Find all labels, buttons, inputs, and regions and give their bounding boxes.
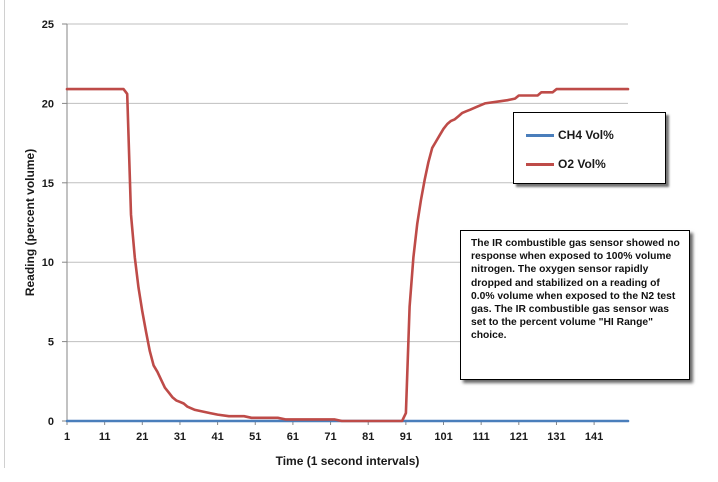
x-tick-label: 81 (362, 431, 374, 443)
x-tick-label: 61 (287, 431, 299, 443)
legend-swatch-ch4 (526, 133, 554, 137)
legend-item-ch4: CH4 Vol% (526, 127, 614, 143)
x-tick-label: 31 (174, 431, 186, 443)
y-tick-label: 10 (42, 257, 54, 269)
x-tick-label: 21 (136, 431, 148, 443)
annotation-box: The IR combustible gas sensor showed no … (460, 230, 690, 380)
y-tick-label: 0 (48, 416, 54, 428)
y-tick-label: 25 (42, 19, 54, 31)
annotation-text: The IR combustible gas sensor showed no … (471, 238, 680, 342)
y-tick-label: 15 (42, 178, 54, 190)
legend: CH4 Vol% O2 Vol% (513, 112, 666, 184)
x-tick-label: 41 (211, 431, 223, 443)
x-tick-label: 101 (434, 431, 452, 443)
x-tick-label: 1 (64, 431, 70, 443)
x-tick-label: 141 (585, 431, 603, 443)
series-line-o2 (65, 87, 630, 423)
x-tick-label: 71 (324, 431, 336, 443)
x-tick-label: 91 (400, 431, 412, 443)
y-axis-title: Reading (percent volume) (23, 149, 37, 296)
legend-item-o2: O2 Vol% (526, 156, 606, 172)
x-axis-title: Time (1 second intervals) (276, 454, 420, 468)
legend-label-o2: O2 Vol% (558, 157, 606, 171)
y-tick-label: 5 (48, 337, 54, 349)
x-tick-label: 121 (510, 431, 528, 443)
x-tick-label: 131 (547, 431, 565, 443)
x-tick-label: 51 (249, 431, 261, 443)
x-tick-label: 111 (473, 431, 490, 443)
left-frame-line (4, 0, 5, 468)
y-tick-label: 20 (42, 98, 54, 110)
x-tick-label: 11 (99, 431, 111, 443)
legend-swatch-o2 (526, 162, 554, 166)
legend-label-ch4: CH4 Vol% (558, 128, 614, 142)
